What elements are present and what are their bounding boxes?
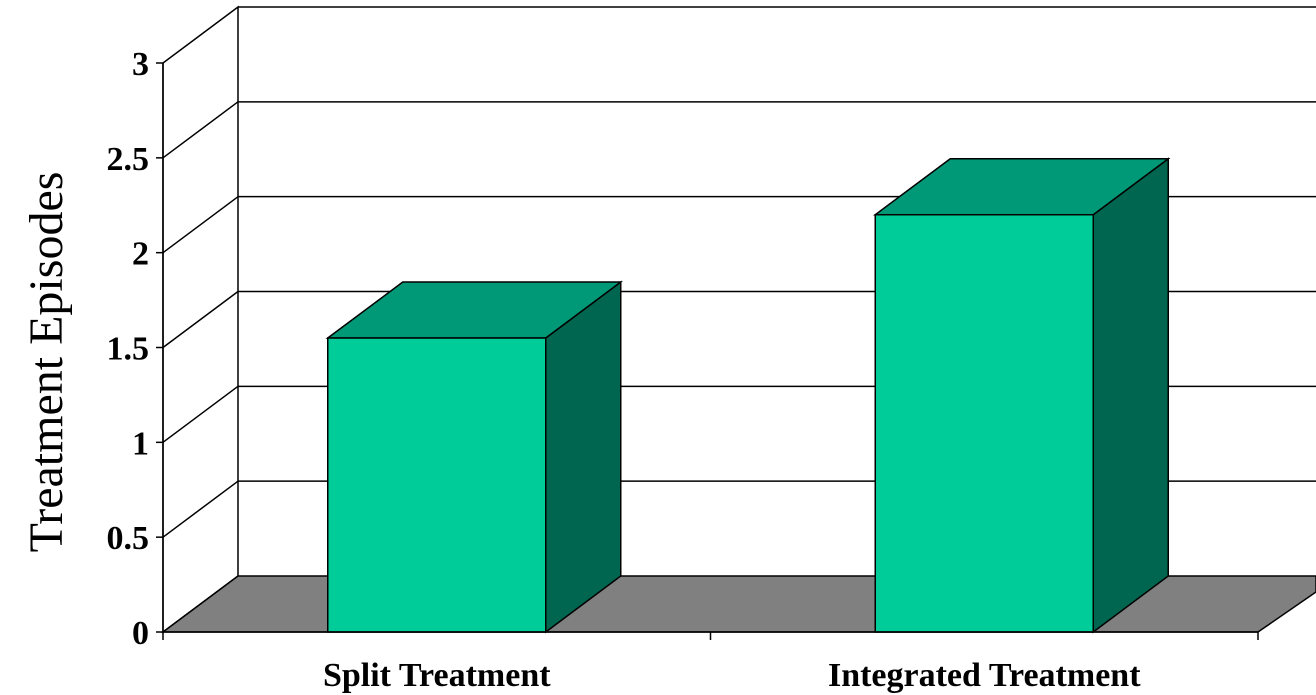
y-axis-title: Treatment Episodes: [20, 172, 73, 553]
bar-side: [545, 280, 622, 634]
x-axis: Split Treatment Integrated Treatment: [162, 631, 1259, 694]
bar: [325, 280, 624, 634]
y-axis: 0 0.5 1 1.5 2 2.5 3: [107, 46, 164, 652]
y-tick-label: 2.5: [107, 141, 150, 178]
gridline-side: [162, 101, 239, 159]
gridline-side: [162, 385, 239, 443]
x-category-label: Integrated Treatment: [828, 657, 1141, 694]
bars: [325, 157, 1171, 634]
bar-side: [1092, 157, 1169, 634]
y-tick-label: 1: [132, 425, 149, 462]
gridline-side: [162, 290, 239, 349]
y-tick-label: 0.5: [107, 520, 150, 557]
bar-front: [874, 213, 1094, 633]
y-tick-label: 0: [132, 615, 149, 652]
y-tick-label: 3: [132, 46, 149, 83]
bar: [872, 157, 1171, 634]
y-tick-label: 2: [132, 236, 149, 273]
bar-front: [327, 337, 547, 633]
y-tick-label: 1.5: [107, 331, 150, 368]
gridline-side: [162, 480, 239, 538]
x-category-label: Split Treatment: [323, 657, 551, 694]
gridline-side: [162, 196, 239, 254]
